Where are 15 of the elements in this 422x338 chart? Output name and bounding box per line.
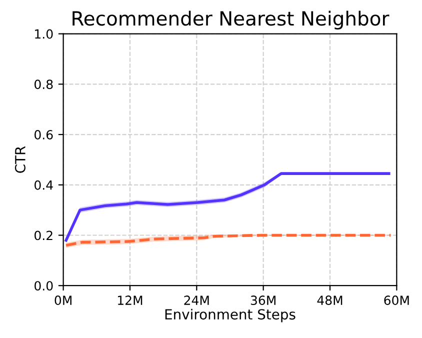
x-tick-label: 24M: [184, 296, 209, 305]
y-tick-label: 0.8: [34, 80, 53, 90]
x-tick-label: 36M: [250, 296, 276, 306]
y-tick-label: 0.0: [34, 281, 53, 291]
x-tick-label: 0M: [54, 296, 72, 306]
y-axis-title: CTR: [14, 146, 26, 173]
y-tick-label: 1.0: [35, 29, 53, 39]
chart-title: Recommender Nearest Neighbor: [72, 10, 390, 30]
y-tick-label: 0.6: [34, 130, 53, 140]
y-tick-label: 0.2: [34, 230, 52, 240]
y-tick-label: 0.4: [34, 180, 53, 190]
x-axis-title: Environment Steps: [165, 308, 296, 322]
x-tick-label: 12M: [118, 296, 142, 305]
x-tick-label: 48M: [317, 296, 342, 306]
x-tick-label: 60M: [384, 296, 409, 306]
